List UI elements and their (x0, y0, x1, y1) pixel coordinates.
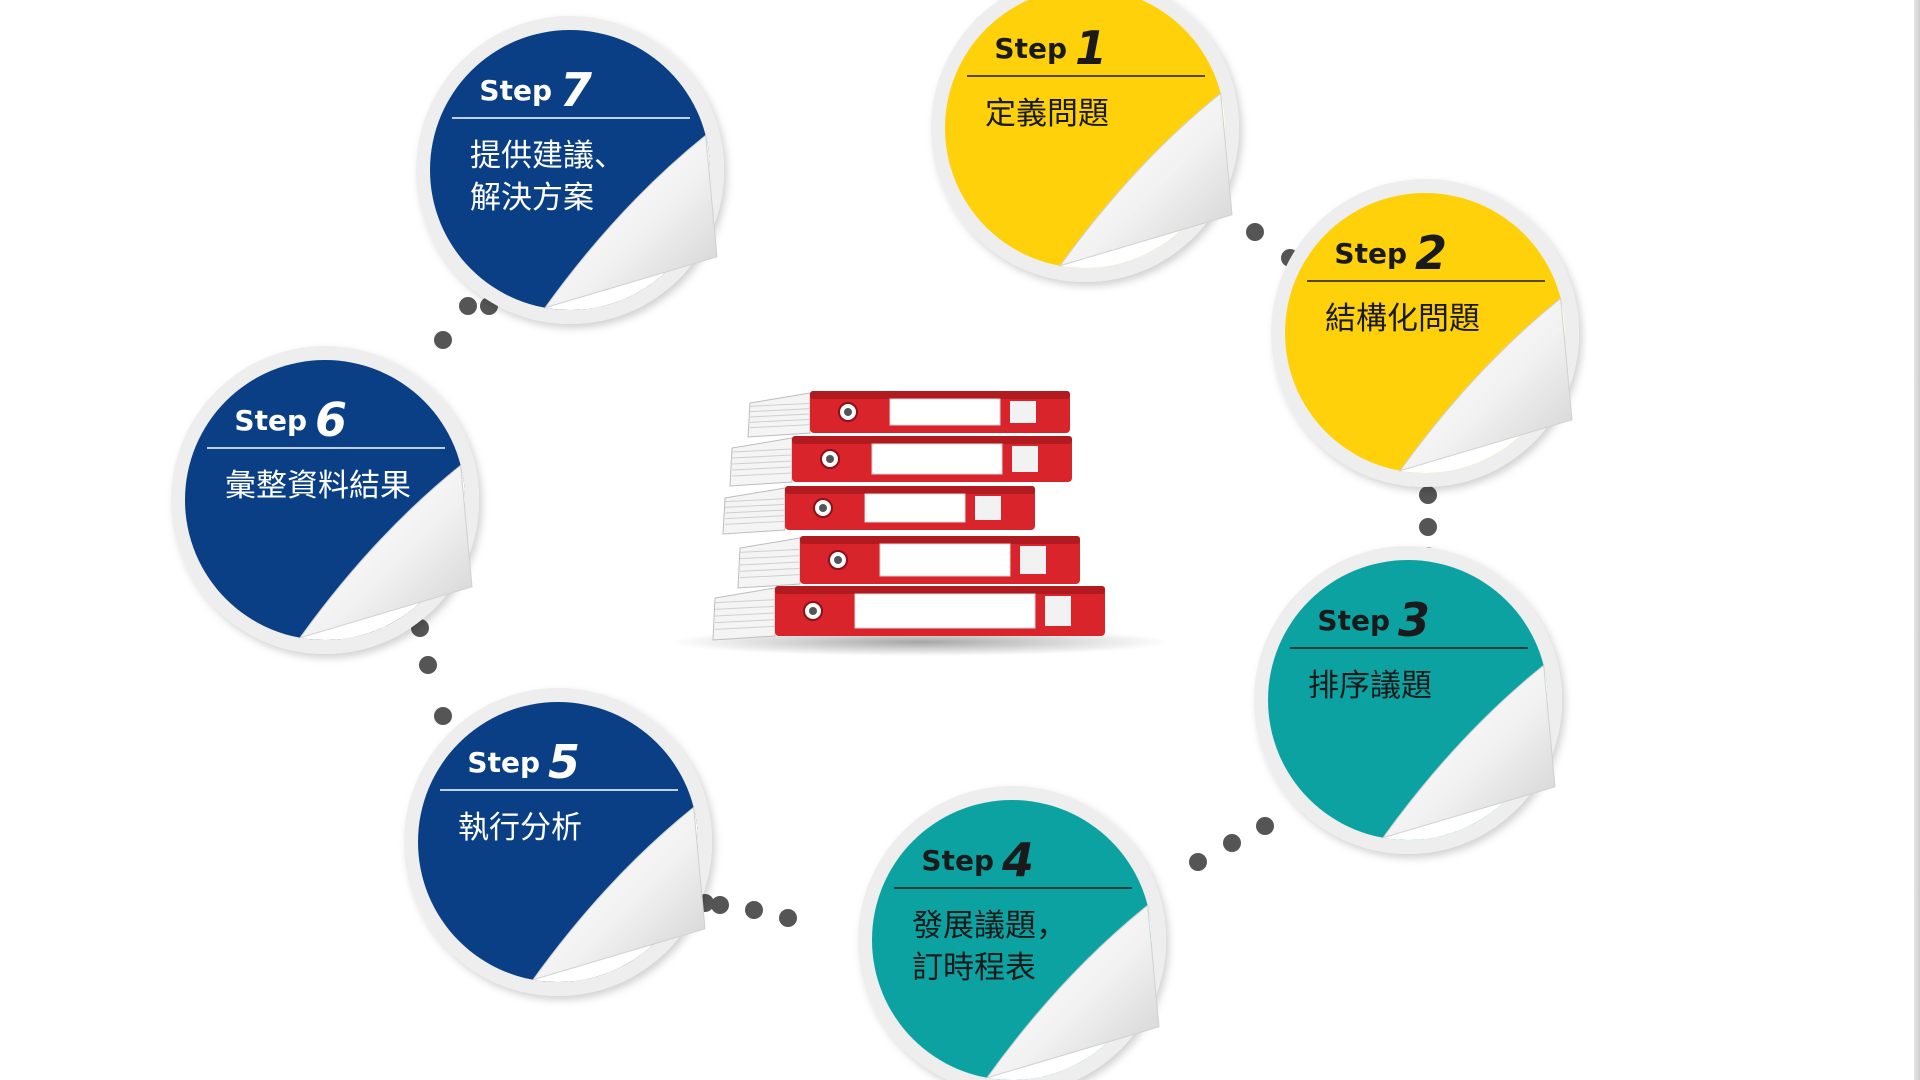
connector-dot (1419, 486, 1437, 504)
step-description-line: 訂時程表 (912, 950, 1036, 986)
connector-dot (1246, 223, 1264, 241)
binder (722, 486, 1035, 535)
step-4-badge: Step 4 發展議題， 訂時程表 (858, 786, 1166, 1080)
connector-dot (1189, 853, 1207, 871)
step-word: Step (467, 746, 540, 779)
connector-dot (711, 896, 729, 914)
step-number: 6 (315, 393, 347, 447)
step-word: Step (1317, 604, 1390, 637)
step-number: 5 (548, 735, 580, 789)
step-number: 2 (1415, 226, 1447, 280)
connector-dot (459, 297, 477, 315)
binder (729, 436, 1072, 487)
step-7-badge: Step 7 提供建議、解決方案 (416, 16, 724, 324)
step-3-badge: Step 3 排序議題 (1254, 546, 1562, 854)
binder (712, 586, 1105, 641)
step-number: 3 (1398, 593, 1430, 647)
step-description-line: 解決方案 (470, 180, 594, 216)
step-description-line: 排序議題 (1308, 668, 1432, 704)
connector-dot (1223, 834, 1241, 852)
step-description-line: 發展議題， (912, 908, 1067, 944)
step-description-line: 執行分析 (458, 810, 582, 846)
connector-dot (779, 909, 797, 927)
step-description-line: 提供建議、 (470, 138, 625, 174)
step-number: 4 (1001, 833, 1034, 887)
connector-dot (745, 901, 763, 919)
step-2-badge: Step 2 結構化問題 (1271, 179, 1579, 487)
step-5-badge: Step 5 執行分析 (404, 688, 712, 996)
step-word: Step (921, 844, 994, 877)
connector-dot (434, 331, 452, 349)
connector-dot (1419, 518, 1437, 536)
step-description-line: 定義問題 (985, 96, 1109, 132)
step-word: Step (479, 74, 552, 107)
step-word: Step (994, 32, 1067, 65)
step-word: Step (234, 404, 307, 437)
step-description-line: 結構化問題 (1325, 301, 1480, 337)
connector-dot (1256, 817, 1274, 835)
step-description-line: 彙整資料結果 (225, 468, 411, 504)
binder (737, 536, 1080, 589)
step-6-badge: Step 6 彙整資料結果 (171, 346, 479, 654)
binder (747, 391, 1070, 438)
step-number: 7 (560, 63, 592, 117)
connector-dot (419, 656, 437, 674)
page-edge-shadow (1914, 0, 1920, 1080)
step-1-badge: Step 1 定義問題 (931, 0, 1239, 282)
binder-stack-icon (670, 391, 1170, 656)
step-word: Step (1334, 237, 1407, 270)
step-number: 1 (1075, 21, 1107, 75)
connector-dot (434, 707, 452, 725)
